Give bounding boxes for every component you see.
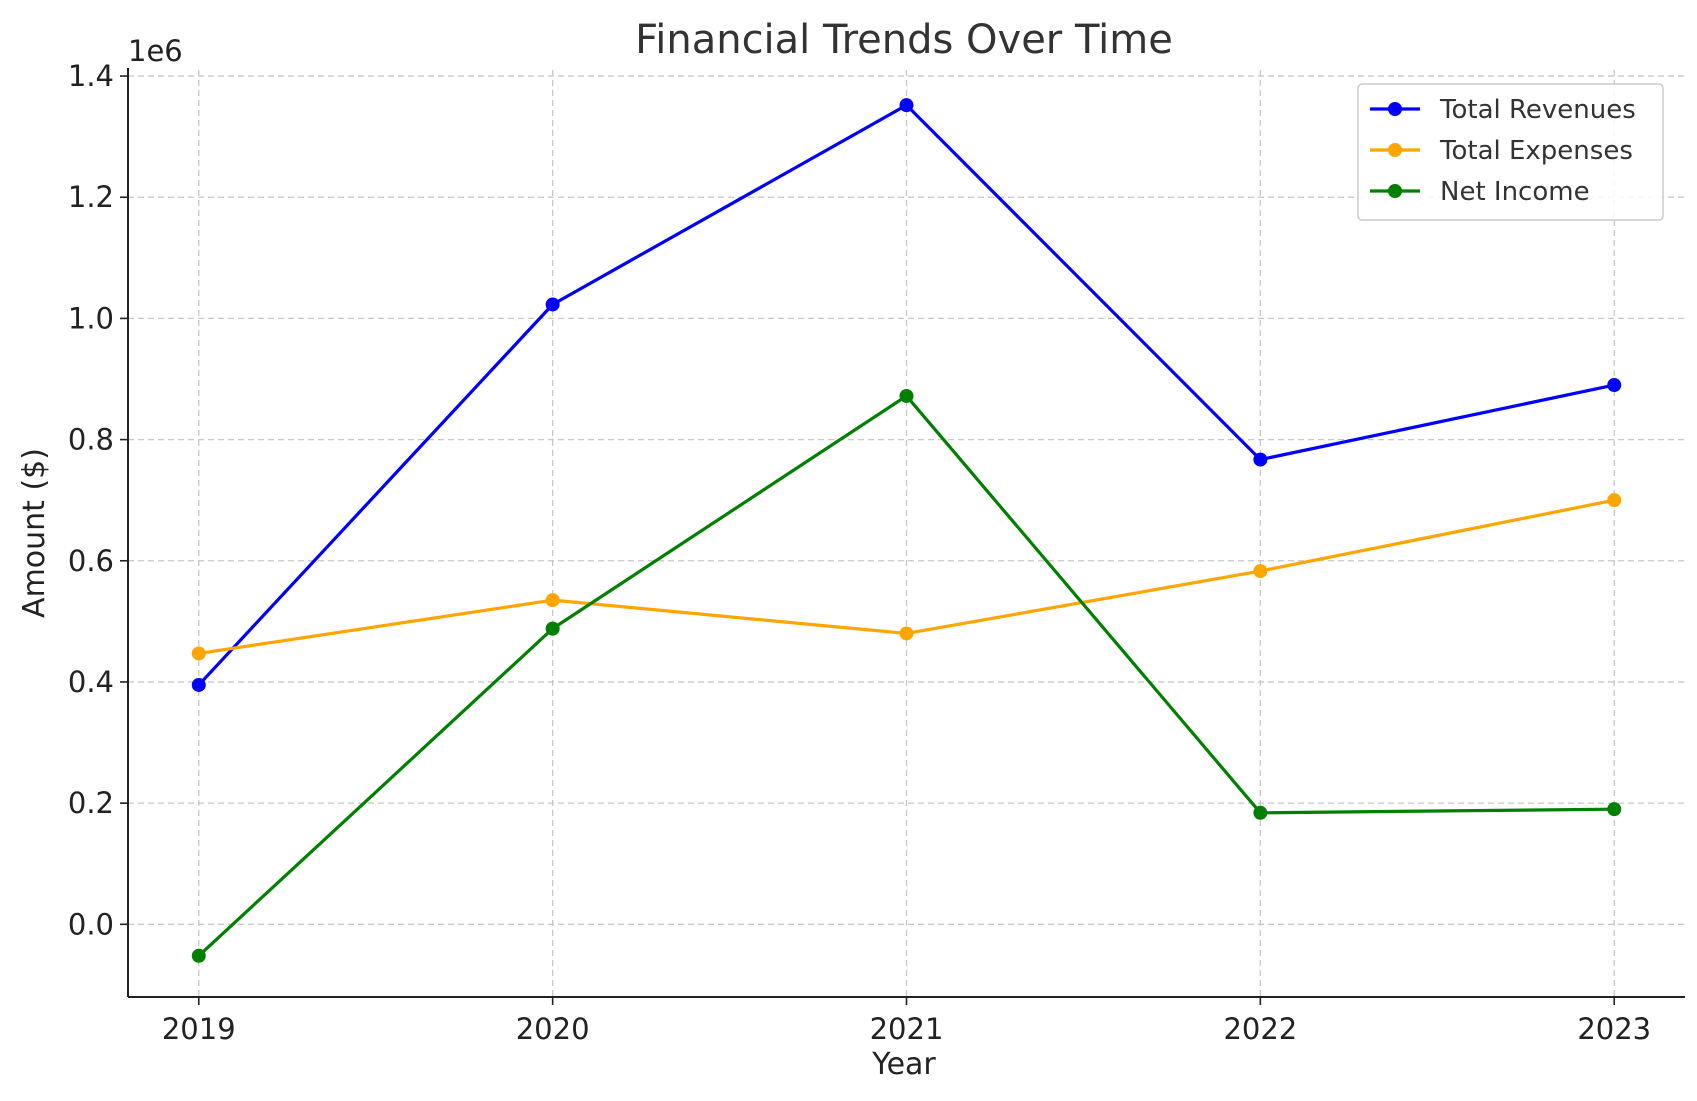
legend-item-total-revenues: Total Revenues [1370, 95, 1636, 125]
data-point-net-income [1607, 802, 1622, 817]
legend-label: Total Expenses [1439, 136, 1633, 166]
y-offset-label: 1e6 [128, 34, 183, 68]
y-tick-label: 1.2 [68, 180, 114, 214]
legend-box [1357, 83, 1664, 221]
data-point-total-expenses [545, 593, 560, 608]
legend-item-net-income: Net Income [1370, 177, 1590, 207]
x-tick-label: 2019 [162, 1012, 236, 1046]
legend-label: Net Income [1440, 177, 1590, 207]
chart-title: Financial Trends Over Time [635, 17, 1173, 63]
legend-label: Total Revenues [1439, 95, 1636, 125]
y-axis-title: Amount ($) [17, 448, 52, 618]
data-point-net-income [191, 948, 206, 963]
data-point-total-expenses [1253, 564, 1268, 579]
series-layer [191, 98, 1622, 963]
x-axis-title: Year [871, 1047, 936, 1082]
data-point-net-income [1253, 805, 1268, 820]
data-point-total-revenues [899, 98, 914, 113]
x-tick-label: 2022 [1223, 1012, 1297, 1046]
axes: 0.0 0.2 0.4 0.6 0.8 1.0 1.2 1.4 2019 2020 2021 2022… [68, 59, 1685, 1046]
data-point-total-expenses [899, 626, 914, 641]
legend-swatch-marker [1388, 102, 1402, 116]
data-point-total-revenues [1607, 378, 1622, 393]
x-tick-label: 2020 [516, 1012, 590, 1046]
y-tick-label: 1.4 [68, 59, 114, 93]
series-total-revenues [191, 98, 1622, 692]
y-tick-label: 0.4 [68, 665, 114, 699]
x-tick-label: 2023 [1577, 1012, 1651, 1046]
legend-swatch-marker [1388, 184, 1402, 198]
legend-item-total-expenses: Total Expenses [1370, 136, 1633, 166]
data-point-total-revenues [1253, 452, 1268, 467]
legend: Total Revenues Total Expenses Net Income [1357, 83, 1664, 221]
y-tick-label: 0.6 [68, 544, 114, 578]
data-point-total-expenses [1607, 493, 1622, 508]
data-point-total-revenues [191, 677, 206, 692]
y-tick-label: 0.0 [68, 907, 114, 941]
y-tick-label: 0.8 [68, 423, 114, 457]
data-point-net-income [545, 621, 560, 636]
legend-swatch-marker [1388, 143, 1402, 157]
y-tick-label: 0.2 [68, 786, 114, 820]
data-point-total-expenses [191, 646, 206, 661]
data-point-net-income [899, 388, 914, 403]
y-tick-label: 1.0 [68, 301, 114, 335]
grid [128, 70, 1685, 997]
data-point-total-revenues [545, 297, 560, 312]
series-total-expenses [191, 493, 1622, 661]
series-net-income [191, 388, 1622, 963]
x-tick-label: 2021 [870, 1012, 944, 1046]
